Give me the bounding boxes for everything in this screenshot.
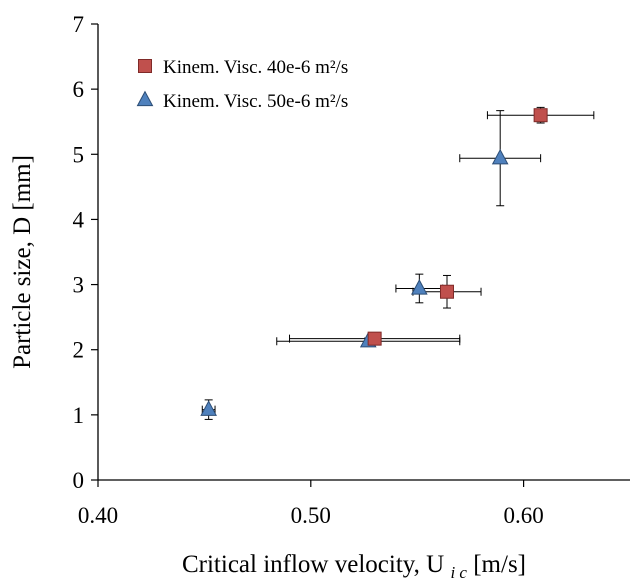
y-tick-label: 1 bbox=[73, 403, 85, 428]
x-axis-title-subscript: i c bbox=[450, 563, 467, 582]
y-tick-label: 2 bbox=[73, 338, 85, 363]
x-tick-label: 0.40 bbox=[78, 503, 118, 528]
data-point bbox=[200, 400, 217, 416]
axes: 0 1 2 3 4 5 6 7 0.40 0.50 0.60 bbox=[73, 12, 630, 528]
series-2-points bbox=[200, 148, 509, 416]
legend-label-2: Kinem. Visc. 50e-6 m²/s bbox=[163, 91, 348, 112]
y-tick-label: 5 bbox=[73, 142, 85, 167]
data-point bbox=[367, 331, 382, 346]
data-marks bbox=[200, 106, 595, 420]
series-1-error-bars bbox=[289, 106, 595, 343]
y-axis-title: Particle size, D [mm] bbox=[9, 155, 36, 369]
x-tick-label: 0.60 bbox=[503, 503, 543, 528]
data-point bbox=[439, 284, 454, 299]
data-point bbox=[533, 108, 548, 123]
x-tick-label: 0.50 bbox=[291, 503, 331, 528]
series-1-points bbox=[367, 108, 548, 346]
x-axis-title-main: Critical inflow velocity, U bbox=[182, 551, 450, 578]
legend-marker-1 bbox=[138, 59, 152, 73]
data-point bbox=[491, 148, 509, 165]
x-axis-title-unit: [m/s] bbox=[467, 551, 526, 578]
x-axis-title: Critical inflow velocity, U i c [m/s] bbox=[182, 551, 526, 582]
legend-label-1: Kinem. Visc. 40e-6 m²/s bbox=[163, 57, 348, 78]
series-2-error-bars bbox=[201, 110, 542, 420]
y-tick-label: 4 bbox=[73, 207, 85, 232]
y-tick-label: 6 bbox=[73, 77, 85, 102]
legend: Kinem. Visc. 40e-6 m²/s Kinem. Visc. 50e-… bbox=[136, 57, 348, 112]
legend-marker-2 bbox=[136, 90, 154, 107]
y-tick-label: 0 bbox=[73, 468, 85, 493]
y-tick-label: 7 bbox=[73, 12, 85, 37]
data-point bbox=[410, 279, 428, 295]
y-tick-label: 3 bbox=[73, 273, 85, 298]
